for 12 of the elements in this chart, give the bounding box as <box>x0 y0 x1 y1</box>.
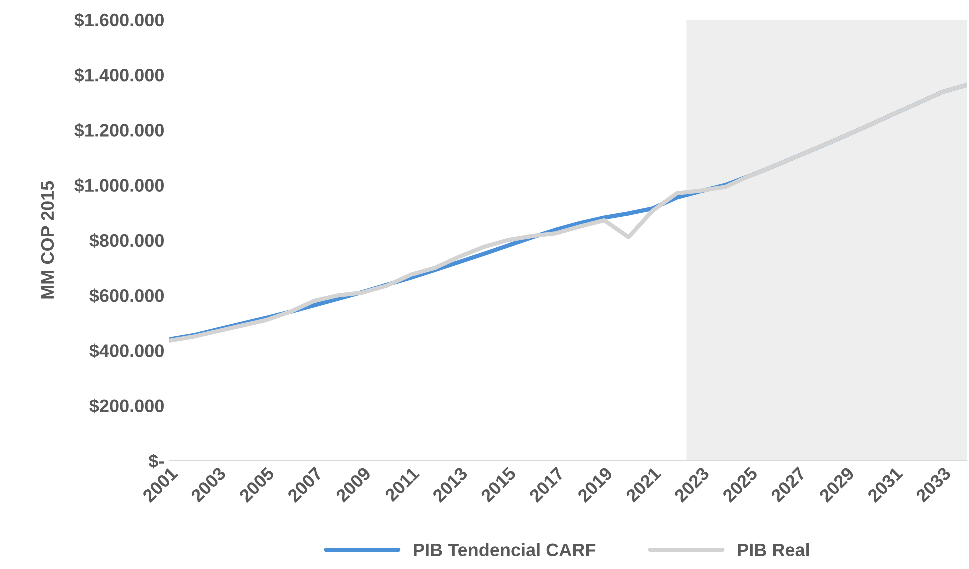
y-tick-label: $- <box>148 454 164 469</box>
legend-label: PIB Real <box>738 543 810 557</box>
y-tick-label: $600.000 <box>90 288 164 304</box>
y-tick-label: $1.600.000 <box>74 13 164 28</box>
legend-label: PIB Tendencial CARF <box>414 543 596 557</box>
y-tick-label: $400.000 <box>90 344 164 359</box>
y-axis-title: MM COP 2015 <box>41 181 54 299</box>
y-tick-label: $200.000 <box>90 398 164 414</box>
y-tick-label: $1.400.000 <box>74 68 164 83</box>
y-tick-label: $800.000 <box>90 234 164 248</box>
y-tick-label: $1.000.000 <box>74 178 164 194</box>
y-tick-label: $1.200.000 <box>74 123 164 138</box>
